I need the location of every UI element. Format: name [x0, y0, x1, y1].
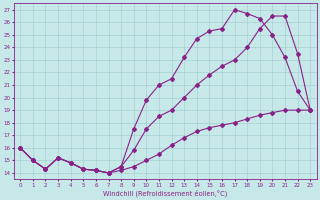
X-axis label: Windchill (Refroidissement éolien,°C): Windchill (Refroidissement éolien,°C) — [103, 189, 228, 197]
